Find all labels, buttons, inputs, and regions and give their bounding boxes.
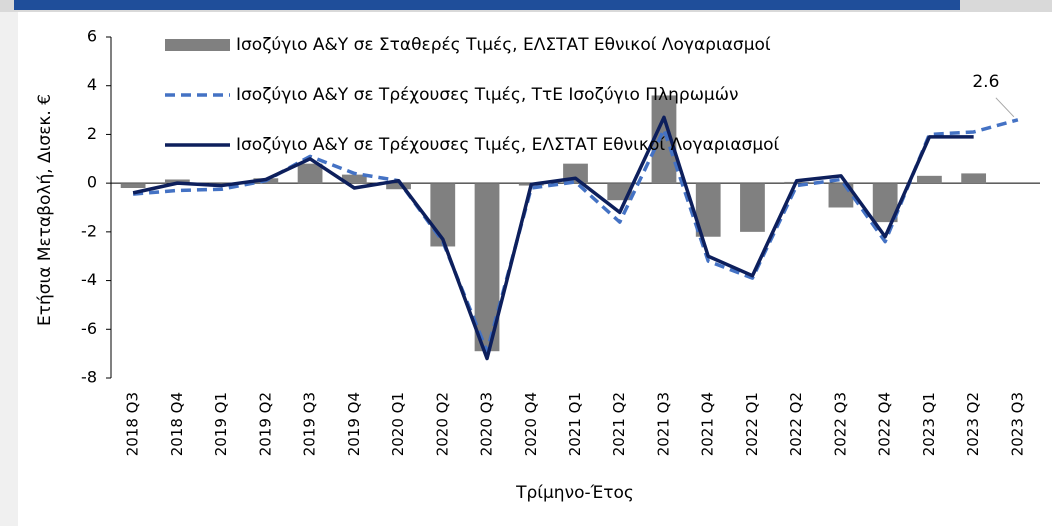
label-leader: [995, 97, 1015, 118]
bar: [209, 183, 234, 185]
bar: [386, 183, 411, 190]
y-tick-label: -8: [81, 368, 97, 387]
bar: [917, 175, 942, 184]
x-tick-label: 2022 Q4: [876, 392, 894, 456]
y-tick-label: 0: [87, 173, 97, 192]
x-tick-label: 2022 Q2: [787, 392, 805, 456]
bar: [120, 183, 146, 189]
x-axis-label: Τρίμηνο-Έτος: [515, 483, 634, 503]
x-tick-label: 2019 Q4: [345, 392, 363, 456]
left-margin: [0, 0, 18, 526]
line: [132, 115, 974, 361]
x-tick-label: 2023 Q1: [920, 392, 938, 456]
y-tick-label: -4: [81, 270, 97, 289]
x-tick-label: 2019 Q2: [256, 392, 274, 456]
x-tick-label: 2021 Q1: [566, 392, 584, 456]
bar: [740, 183, 765, 232]
x-tick-label: 2023 Q3: [1008, 392, 1026, 456]
y-tick-label: 6: [87, 27, 97, 46]
bar: [341, 174, 367, 184]
data-label: 2.6: [972, 72, 999, 92]
legend-label: Ισοζύγιο Α&Υ σε Τρέχουσες Τιμές, ΤτΕ Ισο…: [236, 85, 738, 105]
bar: [961, 173, 987, 184]
y-tick-label: 4: [87, 75, 97, 94]
x-tick-label: 2021 Q4: [699, 392, 717, 456]
y-tick-label: 2: [87, 124, 97, 143]
x-tick-label: 2021 Q2: [610, 392, 628, 456]
legend-label: Ισοζύγιο Α&Υ σε Σταθερές Τιμές, ΕΛΣΤΑΤ Ε…: [236, 35, 771, 55]
x-tick-label: 2020 Q4: [522, 392, 540, 456]
legend-swatch: [165, 39, 230, 51]
top-band: [14, 0, 960, 10]
x-tick-label: 2020 Q1: [389, 392, 407, 456]
x-tick-label: 2020 Q2: [433, 392, 451, 456]
y-tick-label: -2: [81, 221, 97, 240]
x-tick-label: 2019 Q1: [212, 392, 230, 456]
x-tick-label: 2023 Q2: [964, 392, 982, 456]
y-axis-label: Ετήσια Μεταβολή, Δισεκ. €: [35, 94, 55, 326]
bar: [430, 183, 456, 247]
bar: [297, 163, 323, 184]
x-tick-label: 2022 Q3: [831, 392, 849, 456]
bar: [164, 179, 190, 184]
x-tick-label: 2018 Q3: [124, 392, 142, 456]
x-tick-label: 2018 Q4: [168, 392, 186, 456]
x-tick-label: 2020 Q3: [478, 392, 496, 456]
x-tick-label: 2022 Q1: [743, 392, 761, 456]
x-tick-label: 2019 Q3: [301, 392, 319, 456]
x-tick-label: 2021 Q3: [654, 392, 672, 456]
y-tick-label: -6: [81, 319, 97, 338]
legend-label: Ισοζύγιο Α&Υ σε Τρέχουσες Τιμές, ΕΛΣΤΑΤ …: [236, 135, 780, 155]
